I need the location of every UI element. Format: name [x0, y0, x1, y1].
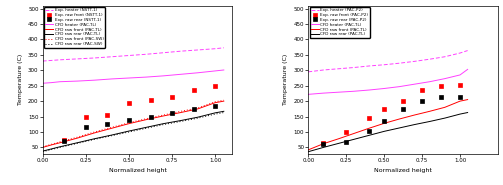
Y-axis label: Temperature (C): Temperature (C) — [283, 54, 288, 105]
Legend: Exp. heater (PAC-P2), Exp. raw front (PAC-P2), Exp. raw rear (PAC-P2), CFD heate: Exp. heater (PAC-P2), Exp. raw front (PA… — [309, 7, 370, 38]
Y-axis label: Temperature (C): Temperature (C) — [18, 54, 23, 105]
Legend: Exp. heater (NSTT-1), Exp. raw front (NSTT-1), Exp. raw rear (NSTT-1), CFD heate: Exp. heater (NSTT-1), Exp. raw front (NS… — [44, 7, 105, 48]
X-axis label: Normalized height: Normalized height — [109, 168, 166, 173]
X-axis label: Normalized height: Normalized height — [374, 168, 432, 173]
